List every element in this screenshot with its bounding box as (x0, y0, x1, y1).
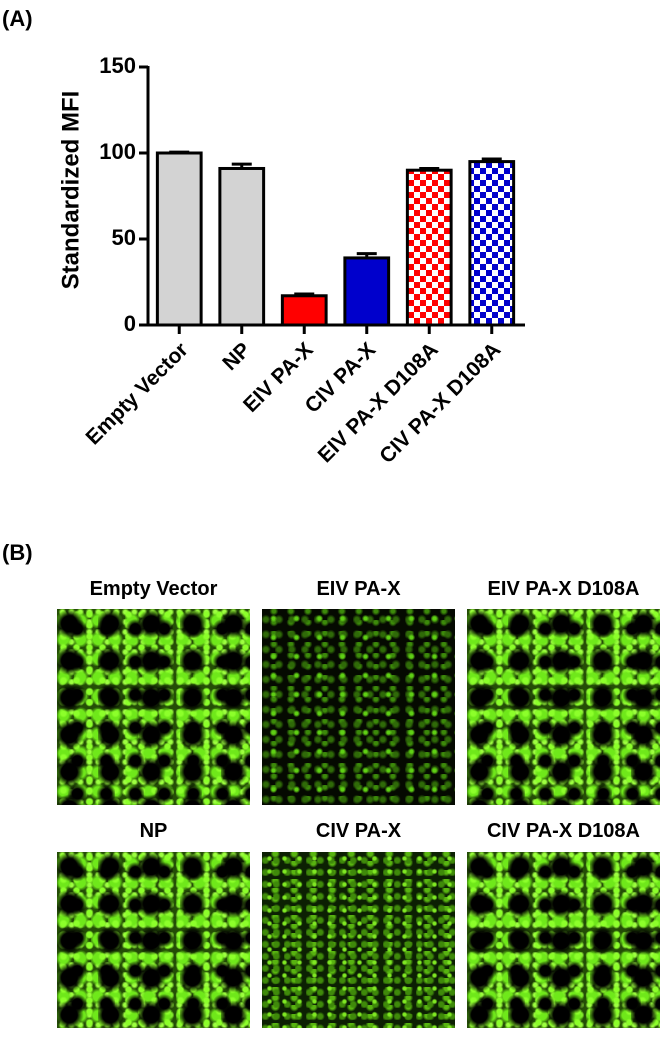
y-axis-title: Standardized MFI (57, 91, 84, 290)
micrograph (262, 609, 455, 805)
micrograph-title: NP (139, 820, 168, 842)
error-bar (481, 157, 502, 162)
micrograph-title: Empty Vector (89, 578, 218, 600)
error-bar (294, 292, 315, 296)
error-bar (419, 166, 440, 171)
bar (405, 168, 453, 327)
y-tick-label: 100 (99, 139, 136, 164)
panel-label: (B) (2, 540, 33, 565)
micrograph-title: EIV PA-X (316, 578, 401, 600)
micrograph (467, 852, 660, 1028)
y-tick-label: 50 (112, 225, 136, 250)
x-tick-label: CIV PA-X D108A (375, 338, 505, 468)
micrograph (467, 609, 660, 805)
error-bar (356, 252, 377, 258)
bar (280, 294, 328, 327)
bar (468, 160, 516, 327)
bar (343, 256, 391, 327)
micrograph (57, 852, 250, 1028)
x-tick-label: Empty Vector (82, 338, 193, 449)
micrograph (262, 852, 455, 1028)
error-bar (169, 150, 190, 154)
x-tick-label: NP (218, 338, 255, 375)
error-bar (231, 162, 252, 169)
y-tick-label: 150 (99, 53, 136, 78)
panel-label: (A) (2, 6, 33, 31)
bar (155, 151, 203, 327)
micrograph (57, 609, 250, 805)
micrograph-title: EIV PA-X D108A (487, 578, 640, 600)
micrograph-title: CIV PA-X D108A (486, 820, 640, 842)
y-tick-label: 0 (124, 311, 136, 336)
bar (218, 166, 266, 327)
micrograph-title: CIV PA-X (315, 820, 402, 842)
chart: Standardized MFI 0 50 100 150 Empty Vector NP… (57, 53, 525, 468)
